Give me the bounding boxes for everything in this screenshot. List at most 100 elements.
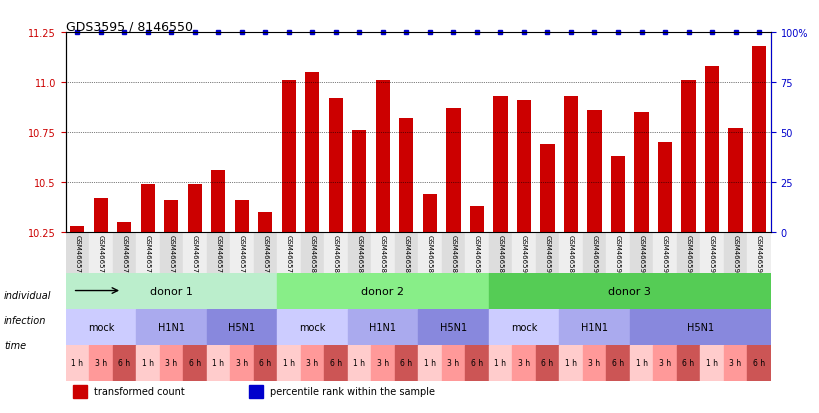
Bar: [540, 145, 554, 233]
Text: GSM466593: GSM466593: [661, 235, 667, 277]
Bar: [89, 233, 112, 273]
Text: GSM466571: GSM466571: [145, 235, 151, 277]
Text: time: time: [4, 340, 26, 350]
Text: GSM466592: GSM466592: [590, 235, 597, 277]
Text: GSM466596: GSM466596: [755, 235, 761, 277]
Bar: [301, 345, 324, 381]
Text: donor 3: donor 3: [608, 286, 650, 296]
Text: GSM466575: GSM466575: [238, 235, 245, 277]
Bar: [66, 309, 136, 345]
Text: donor 1: donor 1: [150, 286, 192, 296]
Bar: [559, 233, 582, 273]
Bar: [493, 97, 507, 233]
Bar: [699, 233, 723, 273]
Text: 6 h: 6 h: [259, 358, 271, 367]
Bar: [347, 233, 371, 273]
Bar: [582, 233, 605, 273]
Bar: [136, 309, 206, 345]
Bar: [234, 201, 249, 233]
Text: 3 h: 3 h: [447, 358, 459, 367]
Bar: [301, 233, 324, 273]
Text: 3 h: 3 h: [729, 358, 740, 367]
Bar: [230, 233, 253, 273]
Bar: [253, 345, 277, 381]
Text: 6 h: 6 h: [188, 358, 201, 367]
Bar: [206, 309, 277, 345]
Bar: [375, 81, 390, 233]
Bar: [629, 309, 770, 345]
Bar: [512, 233, 535, 273]
Text: 6 h: 6 h: [118, 358, 130, 367]
Bar: [347, 345, 371, 381]
Bar: [141, 185, 155, 233]
Text: GSM466576: GSM466576: [121, 235, 127, 277]
Text: 6 h: 6 h: [681, 358, 694, 367]
Bar: [610, 157, 624, 233]
Text: GSM466583: GSM466583: [379, 235, 386, 277]
Bar: [324, 345, 347, 381]
Text: 6 h: 6 h: [400, 358, 412, 367]
Bar: [73, 386, 87, 398]
Bar: [516, 101, 531, 233]
Text: GSM466580: GSM466580: [356, 235, 362, 277]
Bar: [112, 345, 136, 381]
Bar: [488, 345, 512, 381]
Text: GSM466581: GSM466581: [427, 235, 432, 277]
Bar: [559, 345, 582, 381]
Bar: [418, 309, 488, 345]
Bar: [183, 233, 206, 273]
Text: GSM466570: GSM466570: [75, 235, 80, 277]
Bar: [371, 233, 394, 273]
Text: 1 h: 1 h: [283, 358, 295, 367]
Bar: [418, 345, 441, 381]
Text: GSM466578: GSM466578: [262, 235, 268, 277]
Bar: [563, 97, 577, 233]
Bar: [469, 207, 483, 233]
Bar: [399, 119, 413, 233]
Bar: [746, 345, 770, 381]
Bar: [160, 345, 183, 381]
Bar: [371, 345, 394, 381]
Text: 3 h: 3 h: [658, 358, 670, 367]
Text: 1 h: 1 h: [705, 358, 717, 367]
Text: 3 h: 3 h: [165, 358, 177, 367]
Bar: [653, 233, 676, 273]
Text: 1 h: 1 h: [212, 358, 224, 367]
Bar: [512, 345, 535, 381]
Text: 1 h: 1 h: [635, 358, 647, 367]
Text: mock: mock: [299, 322, 325, 332]
Bar: [727, 129, 742, 233]
Bar: [464, 233, 488, 273]
Text: mock: mock: [510, 322, 536, 332]
Text: 6 h: 6 h: [470, 358, 482, 367]
Text: GSM466587: GSM466587: [473, 235, 479, 277]
Text: mock: mock: [88, 322, 114, 332]
Text: infection: infection: [4, 315, 47, 325]
Text: H5N1: H5N1: [439, 322, 467, 332]
Bar: [136, 233, 160, 273]
Bar: [164, 201, 179, 233]
Bar: [136, 345, 160, 381]
Bar: [751, 47, 765, 233]
Bar: [418, 233, 441, 273]
Bar: [258, 213, 272, 233]
Bar: [605, 345, 629, 381]
Bar: [66, 345, 89, 381]
Text: 1 h: 1 h: [423, 358, 436, 367]
Bar: [629, 345, 653, 381]
Bar: [347, 309, 418, 345]
Bar: [535, 233, 559, 273]
Text: 6 h: 6 h: [329, 358, 342, 367]
Text: GSM466573: GSM466573: [97, 235, 104, 277]
Bar: [93, 199, 108, 233]
Text: H1N1: H1N1: [369, 322, 396, 332]
Text: GSM466588: GSM466588: [497, 235, 503, 277]
Bar: [183, 345, 206, 381]
Bar: [277, 309, 347, 345]
Bar: [117, 223, 131, 233]
Bar: [634, 113, 648, 233]
Bar: [352, 131, 366, 233]
Bar: [324, 233, 347, 273]
Bar: [70, 227, 84, 233]
Text: GSM466591: GSM466591: [520, 235, 527, 277]
